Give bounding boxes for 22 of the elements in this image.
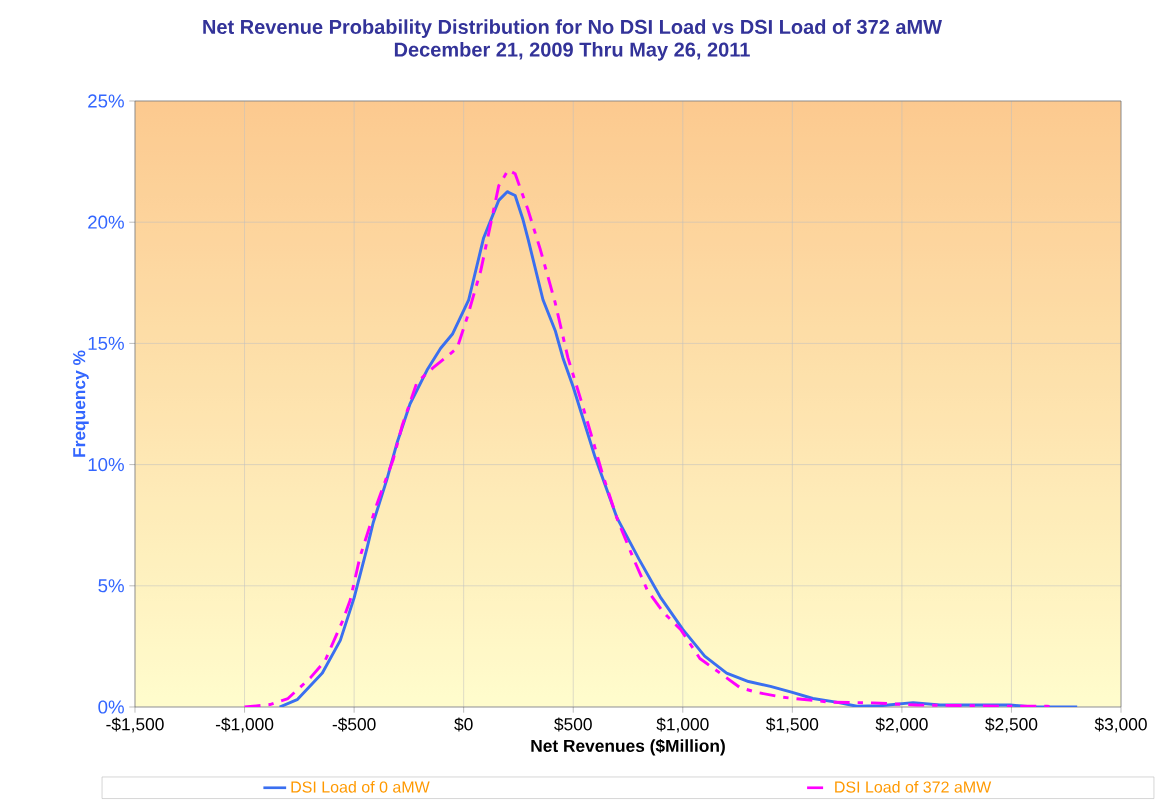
x-tick-label: -$1,000 (215, 717, 274, 733)
x-axis-title: Net Revenues ($Million) (531, 738, 725, 756)
legend-label: DSI Load of 372 aMW (835, 780, 992, 793)
x-tick-label: $500 (554, 717, 592, 732)
y-tick-label: 15% (88, 336, 124, 350)
x-tick-label: $1,500 (766, 717, 819, 733)
y-tick-label: 0% (98, 700, 124, 714)
y-tick-label: 20% (88, 215, 124, 229)
y-tick-label: 10% (88, 457, 124, 472)
x-tick-label: $2,500 (985, 717, 1038, 733)
x-tick-label: $3,000 (1094, 717, 1147, 733)
x-tick-label: -$500 (332, 717, 376, 732)
x-tick-label: $1,000 (656, 717, 709, 733)
y-tick-label: 25% (88, 94, 124, 108)
chart-title: Net Revenue Probability Distribution for No DSI Load vs DSI Load of 372 aMW (203, 19, 942, 38)
chart-subtitle: December 21, 2009 Thru May 26, 2011 (394, 42, 750, 61)
x-tick-label: $2,000 (875, 717, 928, 733)
y-tick-label: 5% (98, 579, 124, 593)
x-tick-label: $0 (454, 717, 473, 732)
legend-label: DSI Load of 0 aMW (291, 780, 430, 793)
y-axis-title: Frequency % (73, 350, 89, 457)
x-tick-label: -$1,500 (106, 717, 164, 733)
